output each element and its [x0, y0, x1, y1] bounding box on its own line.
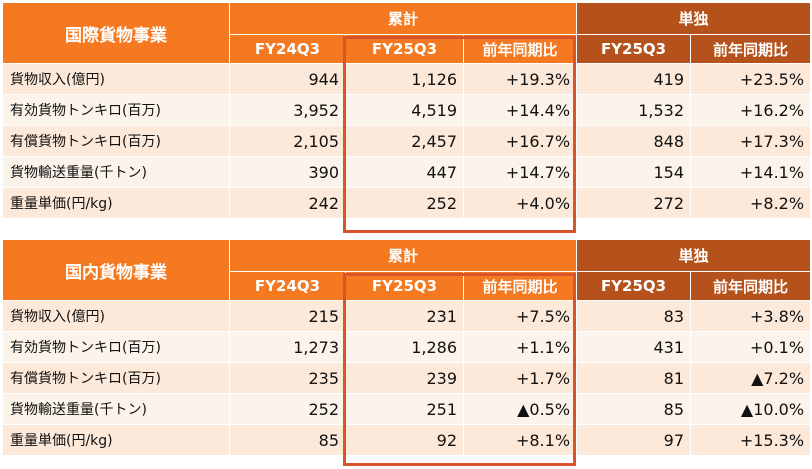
table-cell: 85: [576, 393, 692, 425]
row-label: 有効貨物トンキロ(百万): [2, 94, 230, 126]
table-row: 有償貨物トンキロ(百万) 235 239 +1.7% 81 ▲7.2%: [2, 362, 812, 394]
table-cell: 431: [576, 331, 692, 363]
table-cell: 251: [345, 393, 464, 425]
table-cell: ▲7.2%: [690, 362, 812, 394]
group-header-standalone: 単独: [576, 2, 812, 35]
sub-header-row: FY24Q3 FY25Q3 前年同期比 FY25Q3 前年同期比: [3, 34, 812, 64]
table-cell: 1,532: [576, 94, 692, 126]
group-header-cumulative: 累計: [228, 2, 578, 35]
table-cell: +1.1%: [462, 331, 578, 363]
sub-header-row: FY24Q3 FY25Q3 前年同期比 FY25Q3 前年同期比: [3, 271, 812, 301]
table-cell: 2,105: [229, 125, 346, 157]
table-cell: 1,126: [345, 63, 464, 95]
table-cell: 85: [229, 424, 346, 456]
table-cell: 2,457: [345, 125, 464, 157]
international-cargo-table: 国際貨物事業 累計 単独 FY24Q3 FY25Q3 前年同期比 FY25Q3 …: [2, 2, 812, 219]
table-cell: 944: [229, 63, 346, 95]
row-label: 有効貨物トンキロ(百万): [2, 331, 230, 363]
table-cell: +1.7%: [462, 362, 578, 394]
row-label: 重量単価(円/kg): [2, 424, 230, 456]
table-cell: 97: [576, 424, 692, 456]
row-label: 貨物収入(億円): [2, 63, 230, 95]
table-cell: +4.0%: [462, 187, 578, 219]
table-cell: +14.1%: [690, 156, 812, 188]
table-cell: +23.5%: [690, 63, 812, 95]
table-cell: 215: [229, 300, 346, 332]
table-row: 有効貨物トンキロ(百万) 3,952 4,519 +14.4% 1,532 +1…: [2, 94, 812, 126]
column-header: 前年同期比: [462, 271, 578, 301]
column-header: FY24Q3: [229, 271, 346, 301]
table-row: 有効貨物トンキロ(百万) 1,273 1,286 +1.1% 431 +0.1%: [2, 331, 812, 363]
row-label: 有償貨物トンキロ(百万): [2, 362, 230, 394]
group-header-cumulative: 累計: [228, 239, 578, 272]
table-cell: 92: [345, 424, 464, 456]
table-cell: 235: [229, 362, 346, 394]
table-title: 国内貨物事業: [2, 239, 230, 301]
table-cell: +16.7%: [462, 125, 578, 157]
table-cell: 242: [229, 187, 346, 219]
group-header-standalone: 単独: [576, 239, 812, 272]
column-header: 前年同期比: [690, 271, 812, 301]
table-cell: 4,519: [345, 94, 464, 126]
column-header: FY25Q3: [345, 34, 464, 64]
table-cell: +19.3%: [462, 63, 578, 95]
table-row: 貨物輸送重量(千トン) 390 447 +14.7% 154 +14.1%: [2, 156, 812, 188]
table-cell: 252: [229, 393, 346, 425]
table-row: 重量単価(円/kg) 242 252 +4.0% 272 +8.2%: [2, 187, 812, 219]
table-cell: 1,273: [229, 331, 346, 363]
table-cell: +16.2%: [690, 94, 812, 126]
domestic-cargo-table: 国内貨物事業 累計 単独 FY24Q3 FY25Q3 前年同期比 FY25Q3 …: [2, 239, 812, 456]
table-cell: +0.1%: [690, 331, 812, 363]
table-row: 重量単価(円/kg) 85 92 +8.1% 97 +15.3%: [2, 424, 812, 456]
table-cell: +8.2%: [690, 187, 812, 219]
row-label: 有償貨物トンキロ(百万): [2, 125, 230, 157]
table-cell: 447: [345, 156, 464, 188]
table-cell: 154: [576, 156, 692, 188]
table-cell: +14.7%: [462, 156, 578, 188]
table-cell: +17.3%: [690, 125, 812, 157]
table-cell: +15.3%: [690, 424, 812, 456]
table-row: 貨物収入(億円) 215 231 +7.5% 83 +3.8%: [2, 300, 812, 332]
column-header: 前年同期比: [690, 34, 812, 64]
table-cell: 272: [576, 187, 692, 219]
table-cell: 3,952: [229, 94, 346, 126]
table-cell: ▲0.5%: [462, 393, 578, 425]
row-label: 貨物輸送重量(千トン): [2, 393, 230, 425]
row-label: 貨物輸送重量(千トン): [2, 156, 230, 188]
group-header-row: 国際貨物事業 累計 単独: [2, 2, 812, 64]
column-header: 前年同期比: [462, 34, 578, 64]
group-header-row: 国内貨物事業 累計 単独: [2, 239, 812, 301]
table-cell: 848: [576, 125, 692, 157]
table-cell: +3.8%: [690, 300, 812, 332]
row-label: 貨物収入(億円): [2, 300, 230, 332]
table-row: 貨物収入(億円) 944 1,126 +19.3% 419 +23.5%: [2, 63, 812, 95]
table-cell: 419: [576, 63, 692, 95]
column-header: FY25Q3: [345, 271, 464, 301]
row-label: 重量単価(円/kg): [2, 187, 230, 219]
table-cell: 81: [576, 362, 692, 394]
table-cell: 390: [229, 156, 346, 188]
column-header: FY25Q3: [576, 34, 692, 64]
table-cell: +7.5%: [462, 300, 578, 332]
table-cell: 239: [345, 362, 464, 394]
column-header: FY25Q3: [576, 271, 692, 301]
table-cell: 1,286: [345, 331, 464, 363]
table-cell: 231: [345, 300, 464, 332]
table-cell: ▲10.0%: [690, 393, 812, 425]
table-cell: 252: [345, 187, 464, 219]
table-cell: +8.1%: [462, 424, 578, 456]
table-row: 有償貨物トンキロ(百万) 2,105 2,457 +16.7% 848 +17.…: [2, 125, 812, 157]
table-cell: 83: [576, 300, 692, 332]
table-cell: +14.4%: [462, 94, 578, 126]
table-title: 国際貨物事業: [2, 2, 230, 64]
table-row: 貨物輸送重量(千トン) 252 251 ▲0.5% 85 ▲10.0%: [2, 393, 812, 425]
column-header: FY24Q3: [229, 34, 346, 64]
